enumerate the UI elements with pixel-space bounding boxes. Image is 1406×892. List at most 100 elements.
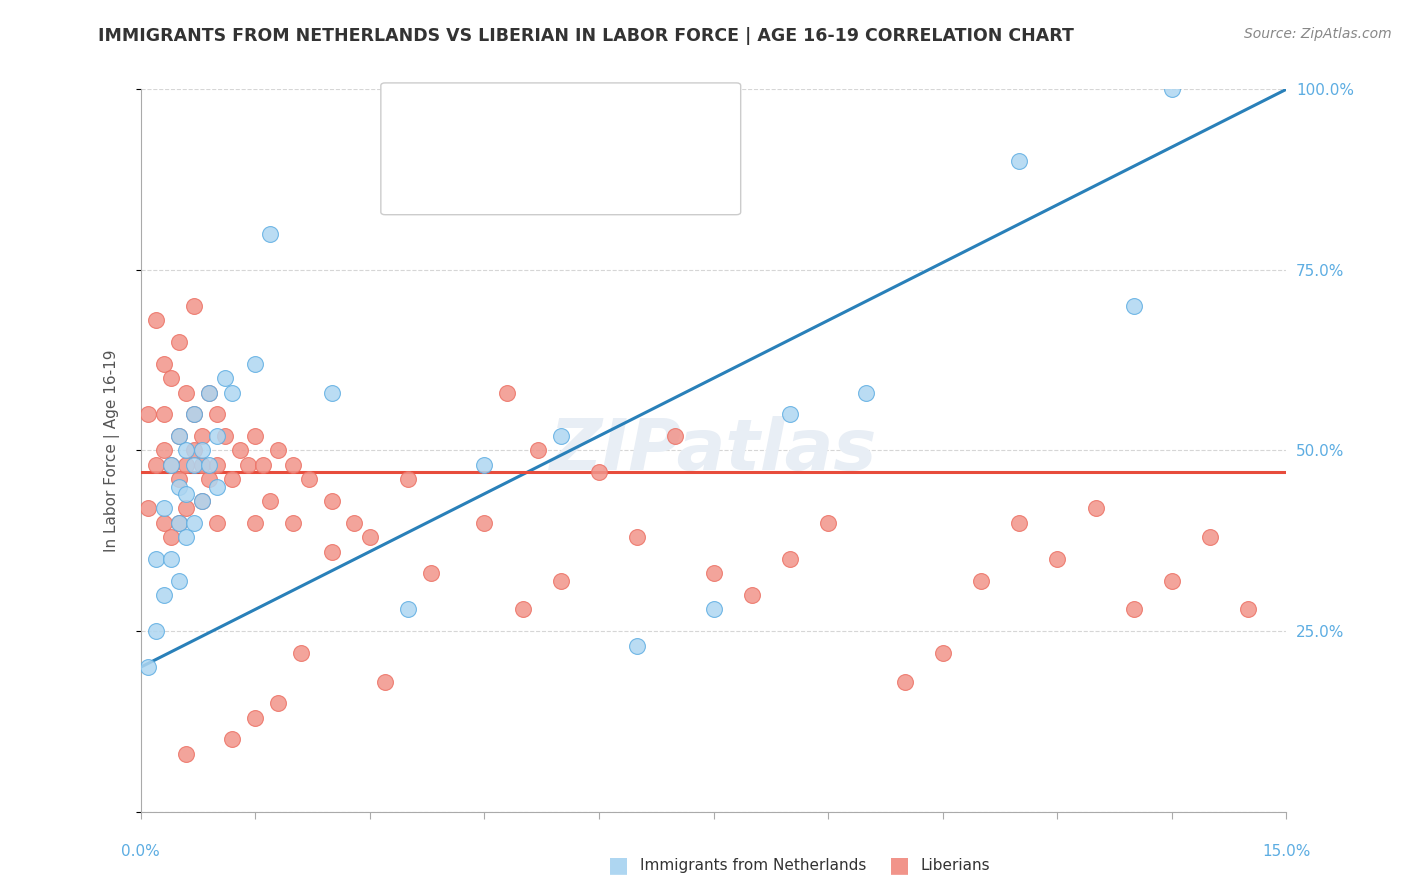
Point (152, 357, 174, 371)
Point (1046, 551, 1069, 566)
Point (183, 407, 205, 421)
Point (160, 458, 183, 472)
Point (167, 472, 190, 486)
Point (550, 429, 572, 443)
Point (160, 458, 183, 472)
Point (283, 458, 305, 472)
Point (245, 357, 267, 371)
Text: ■: ■ (890, 855, 910, 875)
Point (1199, 530, 1222, 544)
Y-axis label: In Labor Force | Age 16-19: In Labor Force | Age 16-19 (104, 349, 120, 552)
Text: ZIPatlas: ZIPatlas (550, 416, 877, 485)
Point (167, 574, 190, 588)
Point (245, 429, 267, 443)
Point (167, 516, 190, 530)
Point (152, 407, 174, 421)
Point (152, 443, 174, 458)
Point (190, 458, 212, 472)
Point (205, 429, 228, 443)
Point (183, 407, 205, 421)
Point (741, 588, 763, 602)
Point (190, 494, 212, 508)
Point (205, 458, 228, 472)
Point (167, 480, 190, 494)
Text: 0.571: 0.571 (492, 111, 540, 126)
Point (245, 711, 267, 725)
Point (229, 443, 252, 458)
Bar (404, 108, 432, 129)
Point (396, 472, 419, 486)
Point (817, 516, 839, 530)
Point (321, 385, 343, 400)
Point (512, 602, 534, 616)
Point (298, 472, 321, 486)
Text: Immigrants from Netherlands: Immigrants from Netherlands (640, 858, 866, 872)
Point (259, 494, 281, 508)
Point (496, 385, 519, 400)
Point (167, 516, 190, 530)
Text: -0.009: -0.009 (492, 174, 547, 189)
Point (267, 443, 290, 458)
Point (152, 516, 174, 530)
Point (136, 407, 159, 421)
Point (183, 458, 205, 472)
Point (1084, 501, 1107, 516)
Point (160, 551, 183, 566)
Point (970, 574, 993, 588)
Point (1008, 516, 1031, 530)
Text: Liberians: Liberians (921, 858, 991, 872)
Point (183, 299, 205, 313)
Point (1161, 82, 1184, 96)
Point (588, 465, 610, 479)
Point (779, 551, 801, 566)
Text: IMMIGRANTS FROM NETHERLANDS VS LIBERIAN IN LABOR FORCE | AGE 16-19 CORRELATION C: IMMIGRANTS FROM NETHERLANDS VS LIBERIAN … (98, 27, 1074, 45)
Point (419, 566, 441, 581)
Point (198, 458, 221, 472)
Point (396, 602, 419, 616)
Point (160, 530, 183, 544)
Point (374, 674, 396, 689)
Point (198, 385, 221, 400)
Point (136, 660, 159, 674)
Point (221, 385, 243, 400)
Point (145, 624, 167, 639)
Point (160, 371, 183, 385)
Text: 15.0%: 15.0% (1263, 845, 1310, 859)
Point (343, 516, 366, 530)
Point (1161, 574, 1184, 588)
Point (267, 696, 290, 710)
Point (1008, 154, 1031, 169)
Point (321, 494, 343, 508)
Point (145, 313, 167, 327)
Text: R =: R = (444, 111, 472, 126)
Point (893, 674, 915, 689)
Point (167, 429, 190, 443)
Text: N = 38: N = 38 (546, 111, 603, 126)
Point (932, 646, 955, 660)
Point (527, 443, 550, 458)
Point (703, 602, 725, 616)
Point (1122, 299, 1144, 313)
Bar (404, 171, 432, 193)
Point (205, 516, 228, 530)
Point (779, 407, 801, 421)
Point (259, 227, 281, 241)
Point (472, 458, 495, 472)
Text: 0.0%: 0.0% (121, 845, 160, 859)
Point (176, 501, 198, 516)
Point (183, 516, 205, 530)
Point (176, 747, 198, 761)
Text: ■: ■ (609, 855, 628, 875)
Point (290, 646, 312, 660)
Point (236, 458, 259, 472)
Point (190, 494, 212, 508)
Point (214, 429, 236, 443)
Point (176, 487, 198, 501)
Text: N = 75: N = 75 (557, 174, 614, 189)
Point (245, 516, 267, 530)
Point (855, 385, 877, 400)
Point (176, 458, 198, 472)
Point (198, 385, 221, 400)
Point (176, 443, 198, 458)
Point (152, 588, 174, 602)
